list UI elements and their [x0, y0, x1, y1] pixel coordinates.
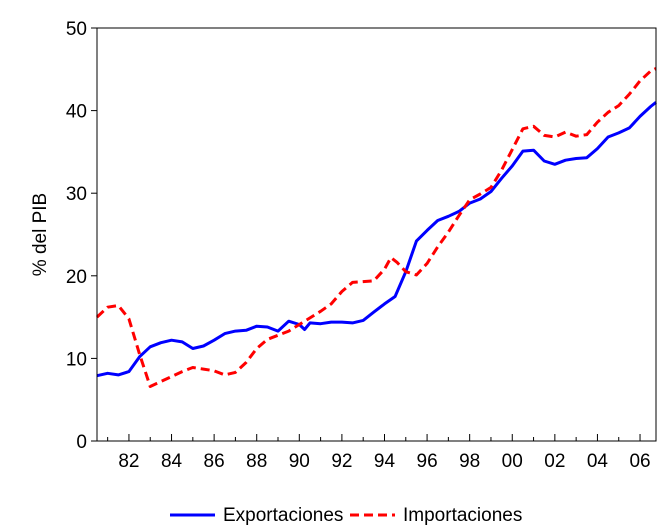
series-line-importaciones [95, 67, 657, 388]
x-tick-label: 98 [459, 451, 480, 472]
x-tick-label: 82 [118, 451, 139, 472]
x-tick-label: 06 [629, 451, 650, 472]
y-tick-label: 0 [76, 432, 87, 453]
y-tick-label: 20 [66, 267, 87, 288]
legend: Exportaciones Importaciones [170, 505, 522, 526]
plot-frame [96, 27, 657, 442]
y-tick-label: 30 [66, 184, 87, 205]
y-tick-label: 50 [66, 19, 87, 40]
x-tick-label: 88 [246, 451, 267, 472]
x-tick-label: 86 [204, 451, 225, 472]
legend-label: Importaciones [403, 505, 522, 526]
y-axis: 0 10 20 30 40 50 [66, 19, 97, 453]
series-line-exportaciones [96, 101, 657, 378]
x-tick-label: 00 [502, 451, 523, 472]
x-tick-label: 92 [331, 451, 352, 472]
y-axis-label: % del PIB [30, 193, 51, 276]
x-tick-label: 96 [417, 451, 438, 472]
legend-label: Exportaciones [223, 505, 343, 526]
x-axis: 82 84 86 88 90 92 94 96 98 00 02 04 06 [107, 434, 651, 472]
y-tick-label: 10 [66, 349, 87, 370]
plot-area [95, 67, 657, 388]
x-tick-label: 02 [544, 451, 565, 472]
x-tick-label: 94 [374, 451, 396, 472]
x-tick-label: 84 [161, 451, 183, 472]
x-tick-label: 04 [587, 451, 609, 472]
x-tick-label: 90 [289, 451, 310, 472]
y-tick-label: 40 [66, 102, 87, 123]
